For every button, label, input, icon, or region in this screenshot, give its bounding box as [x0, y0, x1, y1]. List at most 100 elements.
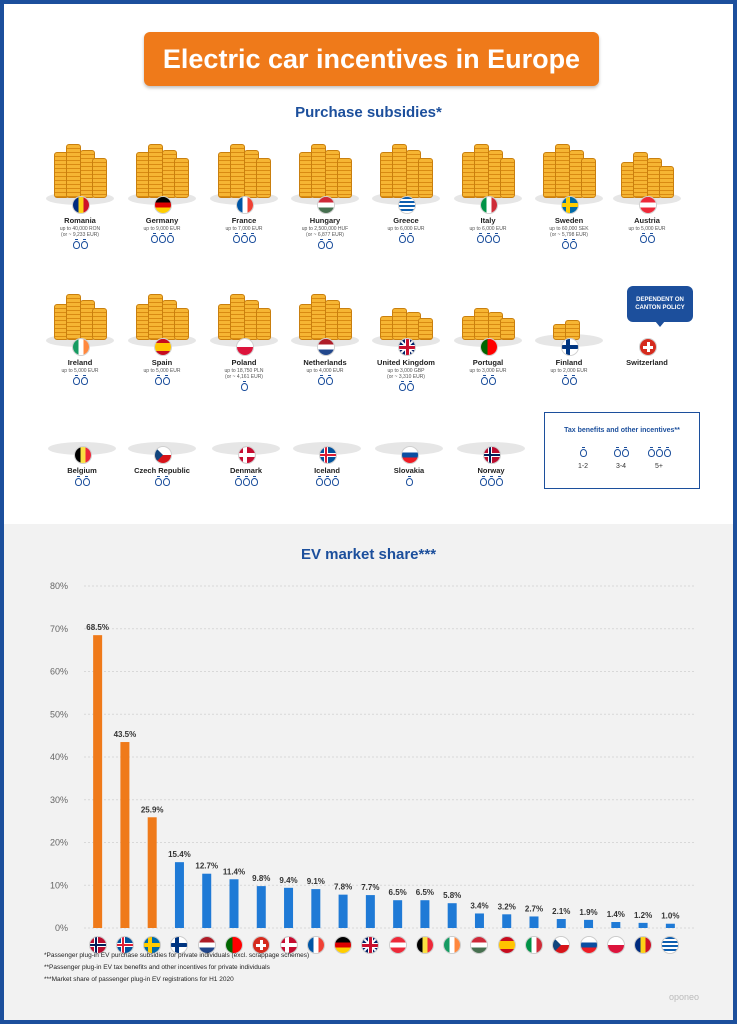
norway-flag-icon	[88, 936, 107, 954]
incentive-bags	[204, 381, 284, 393]
country-name: Austria	[634, 216, 660, 225]
money-bag-icon	[487, 476, 495, 486]
coins-illustration	[607, 276, 687, 356]
subsidy-amount: up to 2,000 EUR	[550, 368, 588, 374]
ireland-flag-icon	[72, 338, 90, 356]
poland-flag-icon	[606, 936, 625, 954]
sweden-flag-icon	[143, 936, 162, 954]
country-czech-republic: Czech Republic	[122, 434, 202, 488]
data-label: 9.1%	[307, 877, 325, 886]
subsidy-amount: up to 3,000 GBP (or ~ 3,310 EUR)	[387, 368, 425, 380]
y-tick-label: 0%	[55, 923, 68, 933]
money-bag-icon	[561, 375, 569, 385]
incentive-bags	[40, 375, 120, 387]
coins-illustration	[122, 276, 202, 356]
legend-label: 3-4	[615, 463, 627, 470]
coin-stack	[418, 318, 433, 340]
money-bag-icon	[82, 476, 90, 486]
subsidy-amount: up to 3,000 EUR	[469, 368, 507, 374]
subsidy-amount: up to 5,000 EUR	[61, 368, 99, 374]
country-name: Finland	[555, 358, 583, 367]
money-bag-icon	[242, 476, 250, 486]
y-tick-label: 30%	[50, 795, 68, 805]
money-bag-icon	[166, 233, 174, 243]
country-portugal: Portugal up to 3,000 EUR	[448, 276, 528, 387]
iceland-flag-icon	[115, 936, 134, 954]
coins-illustration	[40, 134, 120, 214]
bar	[256, 886, 266, 928]
money-bag-icon	[80, 375, 88, 385]
money-bag-icon	[150, 233, 158, 243]
money-bag-icon	[398, 233, 406, 243]
uk-flag-icon	[398, 338, 416, 356]
y-tick-label: 50%	[50, 709, 68, 719]
bar	[365, 895, 375, 928]
data-label: 11.4%	[223, 867, 245, 876]
country-name: Italy	[480, 216, 496, 225]
money-bag-icon	[613, 447, 621, 457]
y-tick-label: 40%	[50, 752, 68, 762]
incentive-bags	[529, 375, 609, 387]
money-bag-icon	[325, 375, 333, 385]
bar	[665, 923, 675, 928]
bar	[174, 862, 184, 928]
money-bag-icon	[240, 233, 248, 243]
money-bag-icon	[639, 233, 647, 243]
data-label: 15.4%	[168, 850, 191, 859]
money-bag-icon	[579, 447, 587, 457]
coin-stack	[66, 294, 81, 340]
subsidy-amount: up to 7,000 EUR	[225, 226, 263, 232]
coins-illustration	[529, 276, 609, 356]
money-bag-icon	[317, 375, 325, 385]
money-bag-icon	[325, 239, 333, 249]
bar	[284, 887, 294, 928]
subsidy-amount: up to 2,500,000 HUF (or ~ 6,877 EUR)	[301, 226, 349, 238]
money-bag-icon	[647, 447, 655, 457]
spain-flag-icon	[497, 936, 516, 954]
data-label: 12.7%	[195, 862, 218, 871]
money-bag-icon	[621, 447, 629, 457]
country-netherlands: Netherlands up to 4,000 EUR	[285, 276, 365, 387]
subsidy-amount: up to 40,000 RON (or ~ 9,233 EUR)	[59, 226, 101, 238]
coins-illustration	[369, 434, 449, 464]
slovakia-flag-icon	[579, 936, 598, 954]
coins-illustration	[122, 434, 202, 464]
belgium-flag-icon	[415, 936, 434, 954]
country-name: France	[231, 216, 257, 225]
coin-stack	[633, 152, 648, 198]
legend-item-1: 1-2	[563, 447, 603, 470]
hungary-flag-icon	[470, 936, 489, 954]
sweden-flag-icon	[561, 196, 579, 214]
data-label: 2.7%	[525, 904, 543, 913]
money-bag-icon	[476, 233, 484, 243]
switzerland-note-text: DEPENDENT ON CANTON POLICY	[635, 297, 685, 311]
money-bag-icon	[158, 233, 166, 243]
legend-label: 5+	[655, 463, 663, 470]
coin-stack	[92, 308, 107, 340]
coin-stack	[92, 158, 107, 198]
country-name: Slovakia	[393, 466, 425, 475]
bar	[229, 879, 239, 928]
norway-flag-icon	[483, 446, 501, 464]
country-united-kingdom: United Kingdom up to 3,000 GBP (or ~ 3,3…	[366, 276, 446, 393]
money-bag-icon	[663, 447, 671, 457]
coin-stack	[581, 158, 596, 198]
money-bag-icon	[234, 476, 242, 486]
incentive-bags	[206, 476, 286, 488]
incentive-bags	[204, 233, 284, 245]
bar	[393, 900, 403, 928]
data-label: 9.4%	[279, 876, 297, 885]
bar	[338, 894, 348, 928]
country-italy: Italy up to 6,000 EUR	[448, 134, 528, 245]
y-tick-label: 60%	[50, 667, 68, 677]
money-bag-icon	[315, 476, 323, 486]
coin-stack	[659, 166, 674, 198]
country-sweden: Sweden up to 60,000 SEK (or ~ 5,798 EUR)	[529, 134, 609, 251]
money-bag-icon	[323, 476, 331, 486]
data-label: 5.8%	[443, 891, 461, 900]
data-label: 25.9%	[141, 805, 164, 814]
coin-stack	[474, 308, 489, 340]
money-bag-icon	[561, 239, 569, 249]
money-bag-icon	[240, 381, 248, 391]
